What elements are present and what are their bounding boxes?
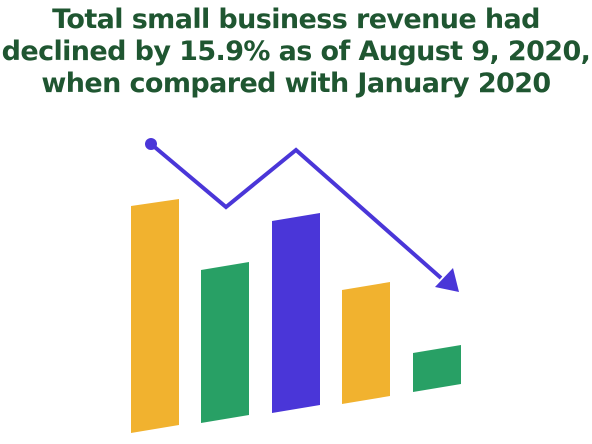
bar-1: [131, 199, 179, 433]
bar-4: [342, 282, 390, 404]
arrow-head: [435, 268, 459, 292]
bar-2: [201, 262, 249, 423]
downward-zigzag-arrow-icon: [145, 138, 459, 292]
arrow-line: [149, 142, 443, 280]
headline: Total small business revenue had decline…: [1, 4, 591, 99]
bar-5: [413, 345, 461, 392]
bar-3: [272, 213, 320, 413]
